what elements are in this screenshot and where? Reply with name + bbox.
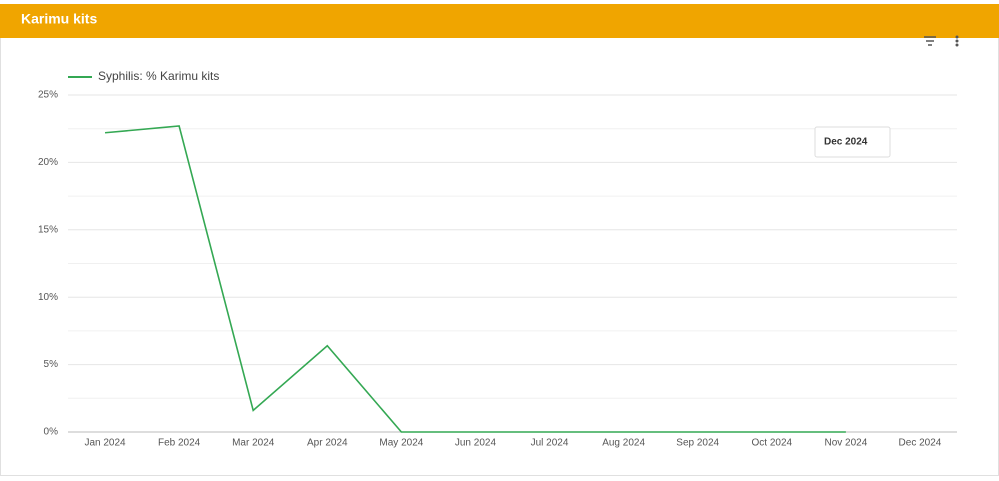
plot: 0% 5% 10% 15% 20% 25% Jan 2024 Feb 2024 Mar 2024…: [38, 69, 957, 449]
legend-label: Syphilis: % Karimu kits: [98, 69, 219, 83]
tooltip: Dec 2024: [814, 126, 891, 158]
y-tick-label: 20%: [38, 157, 58, 168]
x-tick-label: Jan 2024: [84, 438, 126, 449]
x-tick-label: Dec 2024: [899, 438, 942, 449]
y-tick-label: 0%: [44, 427, 59, 438]
x-tick-label: Sep 2024: [676, 438, 719, 449]
x-tick-label: Jul 2024: [531, 438, 569, 449]
x-tick-label: Mar 2024: [232, 438, 275, 449]
y-tick-label: 15%: [38, 224, 58, 235]
x-tick-label: Aug 2024: [602, 438, 645, 449]
x-tick-label: Apr 2024: [307, 438, 348, 449]
card-frame: [0, 4, 999, 476]
y-tick-label: 25%: [38, 90, 58, 101]
more-icon[interactable]: [955, 35, 959, 47]
y-tick-label: 10%: [38, 292, 58, 303]
x-tick-label: Nov 2024: [824, 438, 867, 449]
x-tick-label: Oct 2024: [751, 438, 792, 449]
x-tick-label: May 2024: [379, 438, 423, 449]
card-header: [0, 4, 999, 38]
y-tick-label: 5%: [44, 359, 59, 370]
card-title: Karimu kits: [21, 11, 97, 27]
tooltip-text: Dec 2024: [824, 137, 868, 148]
x-tick-label: Feb 2024: [158, 438, 201, 449]
x-tick-label: Jun 2024: [455, 438, 497, 449]
series-line: [104, 125, 846, 433]
filter-icon[interactable]: [924, 36, 936, 46]
